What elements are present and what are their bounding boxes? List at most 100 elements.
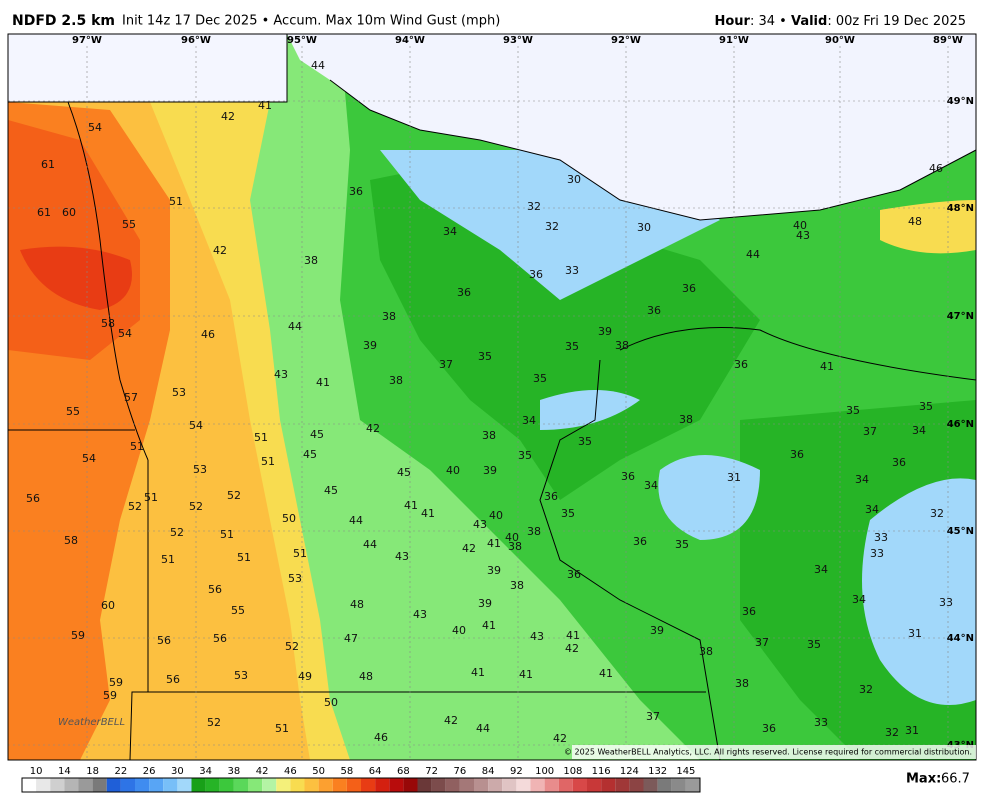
gust-value: 35 [807,638,821,651]
colorbar-swatch [332,778,347,792]
colorbar-label: 68 [397,766,410,777]
gust-value: 51 [169,195,183,208]
gust-value: 59 [71,629,85,642]
gust-value: 44 [311,59,325,72]
gust-value: 39 [483,464,497,477]
gust-value: 38 [389,374,403,387]
gust-value: 37 [439,358,453,371]
gust-value: 38 [699,645,713,658]
gust-value: 58 [101,317,115,330]
hour-text: : 34 • [750,14,787,29]
gust-value: 35 [578,435,592,448]
gust-value: 38 [510,579,524,592]
colorbar-swatch [248,778,263,792]
colorbar-swatch [474,778,489,792]
copyright: © 2025 WeatherBELL Analytics, LLC. All r… [564,748,972,757]
light-blue [540,390,640,430]
gust-value: 42 [553,732,567,745]
valid-label: Valid [791,14,827,29]
colorbar-swatch [290,778,305,792]
gust-value: 36 [734,358,748,371]
longitude-label: 95°W [287,35,317,46]
gust-value: 33 [814,716,828,729]
gust-value: 43 [796,229,810,242]
gust-value: 31 [727,471,741,484]
gust-value: 40 [489,509,503,522]
colorbar-swatch [163,778,178,792]
colorbar-swatch [205,778,220,792]
gust-value: 42 [221,110,235,123]
gust-value: 51 [144,491,158,504]
colorbar-swatch [572,778,587,792]
gust-value: 41 [258,99,272,112]
gust-value: 55 [231,604,245,617]
colorbar-label: 64 [369,766,382,777]
colorbar-swatch [558,778,573,792]
gust-value: 44 [288,320,302,333]
gust-value: 56 [208,583,222,596]
gust-value: 48 [908,215,922,228]
colorbar-swatch [375,778,390,792]
gust-value: 42 [444,714,458,727]
gust-value: 58 [64,534,78,547]
gust-value: 52 [227,489,241,502]
red [20,246,132,310]
colorbar-swatch [219,778,234,792]
gust-value: 36 [790,448,804,461]
gust-value: 47 [344,632,358,645]
gust-value: 34 [852,593,866,606]
gust-value: 41 [487,537,501,550]
longitude-label: 97°W [72,35,102,46]
gust-value: 49 [298,670,312,683]
gust-value: 36 [647,304,661,317]
colorbar-label: 26 [143,766,156,777]
gust-value: 42 [213,244,227,257]
gust-value: 37 [863,425,877,438]
gust-value: 31 [908,627,922,640]
colorbar-label: 76 [454,766,467,777]
gust-value: 60 [62,206,76,219]
border [67,101,149,461]
gust-value: 45 [310,428,324,441]
gust-value: 31 [905,724,919,737]
colorbar-swatch [601,778,616,792]
colorbar-label: 50 [312,766,325,777]
gust-value: 41 [820,360,834,373]
colorbar-swatch [502,778,517,792]
colorbar-swatch [120,778,135,792]
gust-value: 60 [101,599,115,612]
gust-value: 52 [170,526,184,539]
gust-value: 55 [66,405,80,418]
gust-value: 46 [374,731,388,744]
copyright-bg [572,745,976,759]
gust-value: 51 [275,722,289,735]
gust-value: 42 [366,422,380,435]
gust-value: 54 [88,121,102,134]
gust-value: 36 [682,282,696,295]
gust-value: 41 [471,666,485,679]
gust-value: 56 [157,634,171,647]
gust-value: 45 [324,484,338,497]
gust-value: 61 [41,158,55,171]
gust-value: 30 [637,221,651,234]
gust-value: 53 [288,572,302,585]
logo: WeatherBELL [58,717,125,728]
gust-value: 40 [446,464,460,477]
gust-value: 61 [37,206,51,219]
gust-value: 40 [505,531,519,544]
gust-value: 41 [599,667,613,680]
gust-value: 54 [118,327,132,340]
gust-value: 36 [633,535,647,548]
gust-value: 51 [220,528,234,541]
gust-value: 51 [293,547,307,560]
gust-value: 38 [735,677,749,690]
gust-value: 33 [874,531,888,544]
subtitle: Init 14z 17 Dec 2025 • Accum. Max 10m Wi… [122,14,500,29]
latitude-label: 48°N [947,203,974,214]
colorbar-label: 30 [171,766,184,777]
gust-value: 34 [522,414,536,427]
gust-value: 32 [859,683,873,696]
gust-value: 52 [189,500,203,513]
colorbar-label: 10 [30,766,43,777]
border [8,34,288,103]
